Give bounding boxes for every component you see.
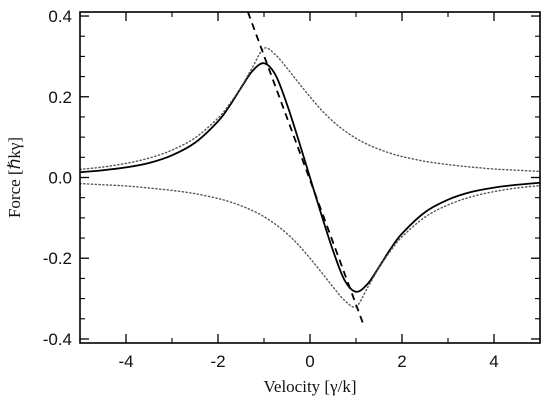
y-tick-label: -0.2 (43, 249, 72, 268)
y-tick-label: 0.2 (48, 88, 72, 107)
dotted-lower-curve (80, 182, 540, 308)
y-tick-label: -0.4 (43, 330, 72, 349)
y-axis-label: Force [ℏkγ] (5, 137, 24, 218)
dashed-linear-line (247, 12, 366, 328)
dotted-upper-curve (80, 47, 540, 173)
x-tick-label: -2 (210, 352, 225, 371)
x-tick-label: 4 (489, 352, 498, 371)
y-tick-label: 0.4 (48, 7, 72, 26)
axis-ticks (79, 12, 541, 343)
x-tick-label: 2 (397, 352, 406, 371)
x-axis-label: Velocity [γ/k] (264, 377, 357, 396)
x-tick-label: 0 (305, 352, 314, 371)
y-tick-label: 0.0 (48, 169, 72, 188)
solid-force-curve (80, 62, 540, 293)
x-tick-label: -4 (118, 352, 133, 371)
axis-tick-labels: -4 -2 0 2 4 -0.4 -0.2 0.0 0.2 0.4 (43, 7, 499, 371)
